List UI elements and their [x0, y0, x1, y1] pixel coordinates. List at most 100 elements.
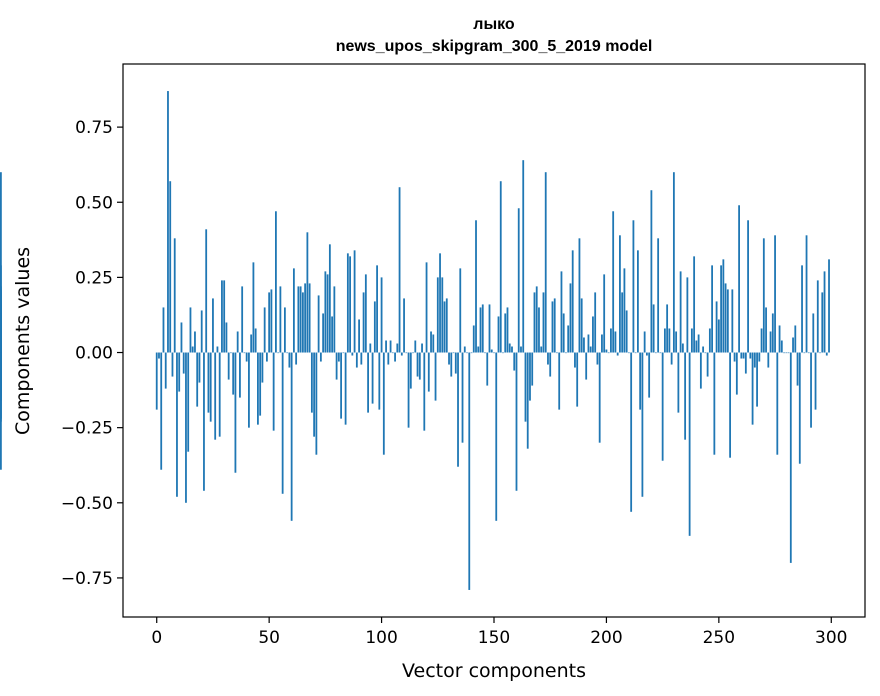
bar [798, 352, 801, 464]
bar [562, 313, 565, 353]
bar [760, 328, 763, 353]
y-tick-label: 0.25 [75, 268, 113, 288]
bar [167, 91, 169, 353]
bar [445, 298, 448, 353]
bar [807, 352, 810, 354]
bar [796, 352, 799, 386]
bar [335, 352, 338, 380]
bar [479, 307, 482, 353]
bar [805, 235, 808, 353]
bar [652, 304, 655, 353]
plot-frame [122, 63, 866, 618]
bar [650, 190, 653, 353]
bar [794, 325, 797, 353]
bar [499, 181, 502, 353]
bar [625, 310, 628, 353]
bar [688, 352, 691, 536]
bar [654, 352, 657, 354]
bar [634, 352, 637, 354]
bar [774, 235, 776, 353]
bar [569, 283, 572, 353]
bar [776, 352, 779, 455]
bar [398, 187, 401, 353]
bar [243, 352, 246, 354]
bar [749, 352, 752, 359]
y-tick-label: −0.50 [61, 494, 113, 514]
bar [670, 352, 673, 365]
bar [724, 283, 727, 353]
bar [371, 352, 374, 404]
bar [502, 352, 504, 354]
bar [720, 265, 722, 353]
bar [789, 352, 792, 563]
bar [717, 319, 720, 353]
bar [205, 229, 208, 353]
x-tick-label: 0 [151, 628, 162, 648]
bar [344, 352, 347, 425]
bar [189, 307, 192, 353]
bar [819, 352, 821, 354]
bar [803, 352, 806, 354]
bar [434, 352, 437, 401]
bar [616, 352, 619, 356]
bar [594, 292, 597, 353]
bar [194, 331, 196, 353]
bar [245, 352, 248, 362]
bar [239, 352, 241, 398]
bar [578, 238, 581, 353]
bar [495, 352, 498, 521]
bar [686, 277, 689, 353]
bar [396, 343, 399, 353]
bar-series [0, 91, 830, 590]
y-axis-ticks: −0.75 −0.50 −0.25 0.00 0.25 0.50 0.75 [61, 118, 123, 589]
bar [488, 304, 491, 353]
bar [310, 352, 313, 413]
bar [331, 316, 334, 353]
bar [313, 352, 316, 437]
chart-subtitle: news_upos_skipgram_300_5_2019 model [336, 38, 653, 55]
bar [162, 307, 165, 353]
bar [380, 277, 383, 353]
bar [722, 259, 725, 353]
bar [241, 286, 244, 353]
bar [821, 292, 824, 353]
bar [315, 352, 318, 455]
bar [490, 349, 493, 353]
bar [520, 346, 522, 353]
bar [565, 352, 567, 354]
x-tick-label: 100 [365, 628, 397, 648]
bar [409, 352, 412, 389]
bar [513, 352, 516, 371]
bar [281, 352, 284, 494]
bar [531, 352, 534, 386]
bar [421, 343, 423, 353]
bar [753, 352, 756, 368]
bar [601, 334, 603, 353]
bar [646, 352, 648, 356]
bar [207, 352, 210, 413]
bar [275, 211, 277, 353]
bar [526, 352, 529, 449]
bar [668, 328, 671, 353]
bar [277, 352, 280, 354]
bar [547, 352, 549, 365]
bar [643, 331, 646, 353]
bar [607, 352, 610, 354]
y-tick-label: −0.75 [61, 569, 113, 589]
bar [292, 268, 295, 353]
bar [637, 250, 639, 353]
bar [715, 301, 718, 353]
bar [319, 352, 322, 362]
bar [466, 352, 468, 354]
bar [477, 346, 480, 353]
bar [472, 325, 475, 353]
bar [169, 181, 172, 353]
bar [742, 352, 745, 359]
bar [423, 352, 426, 431]
bar [450, 352, 453, 377]
bar [672, 172, 675, 353]
bar [463, 346, 466, 353]
x-tick-label: 200 [590, 628, 622, 648]
bar [610, 328, 612, 353]
bar [524, 352, 527, 422]
